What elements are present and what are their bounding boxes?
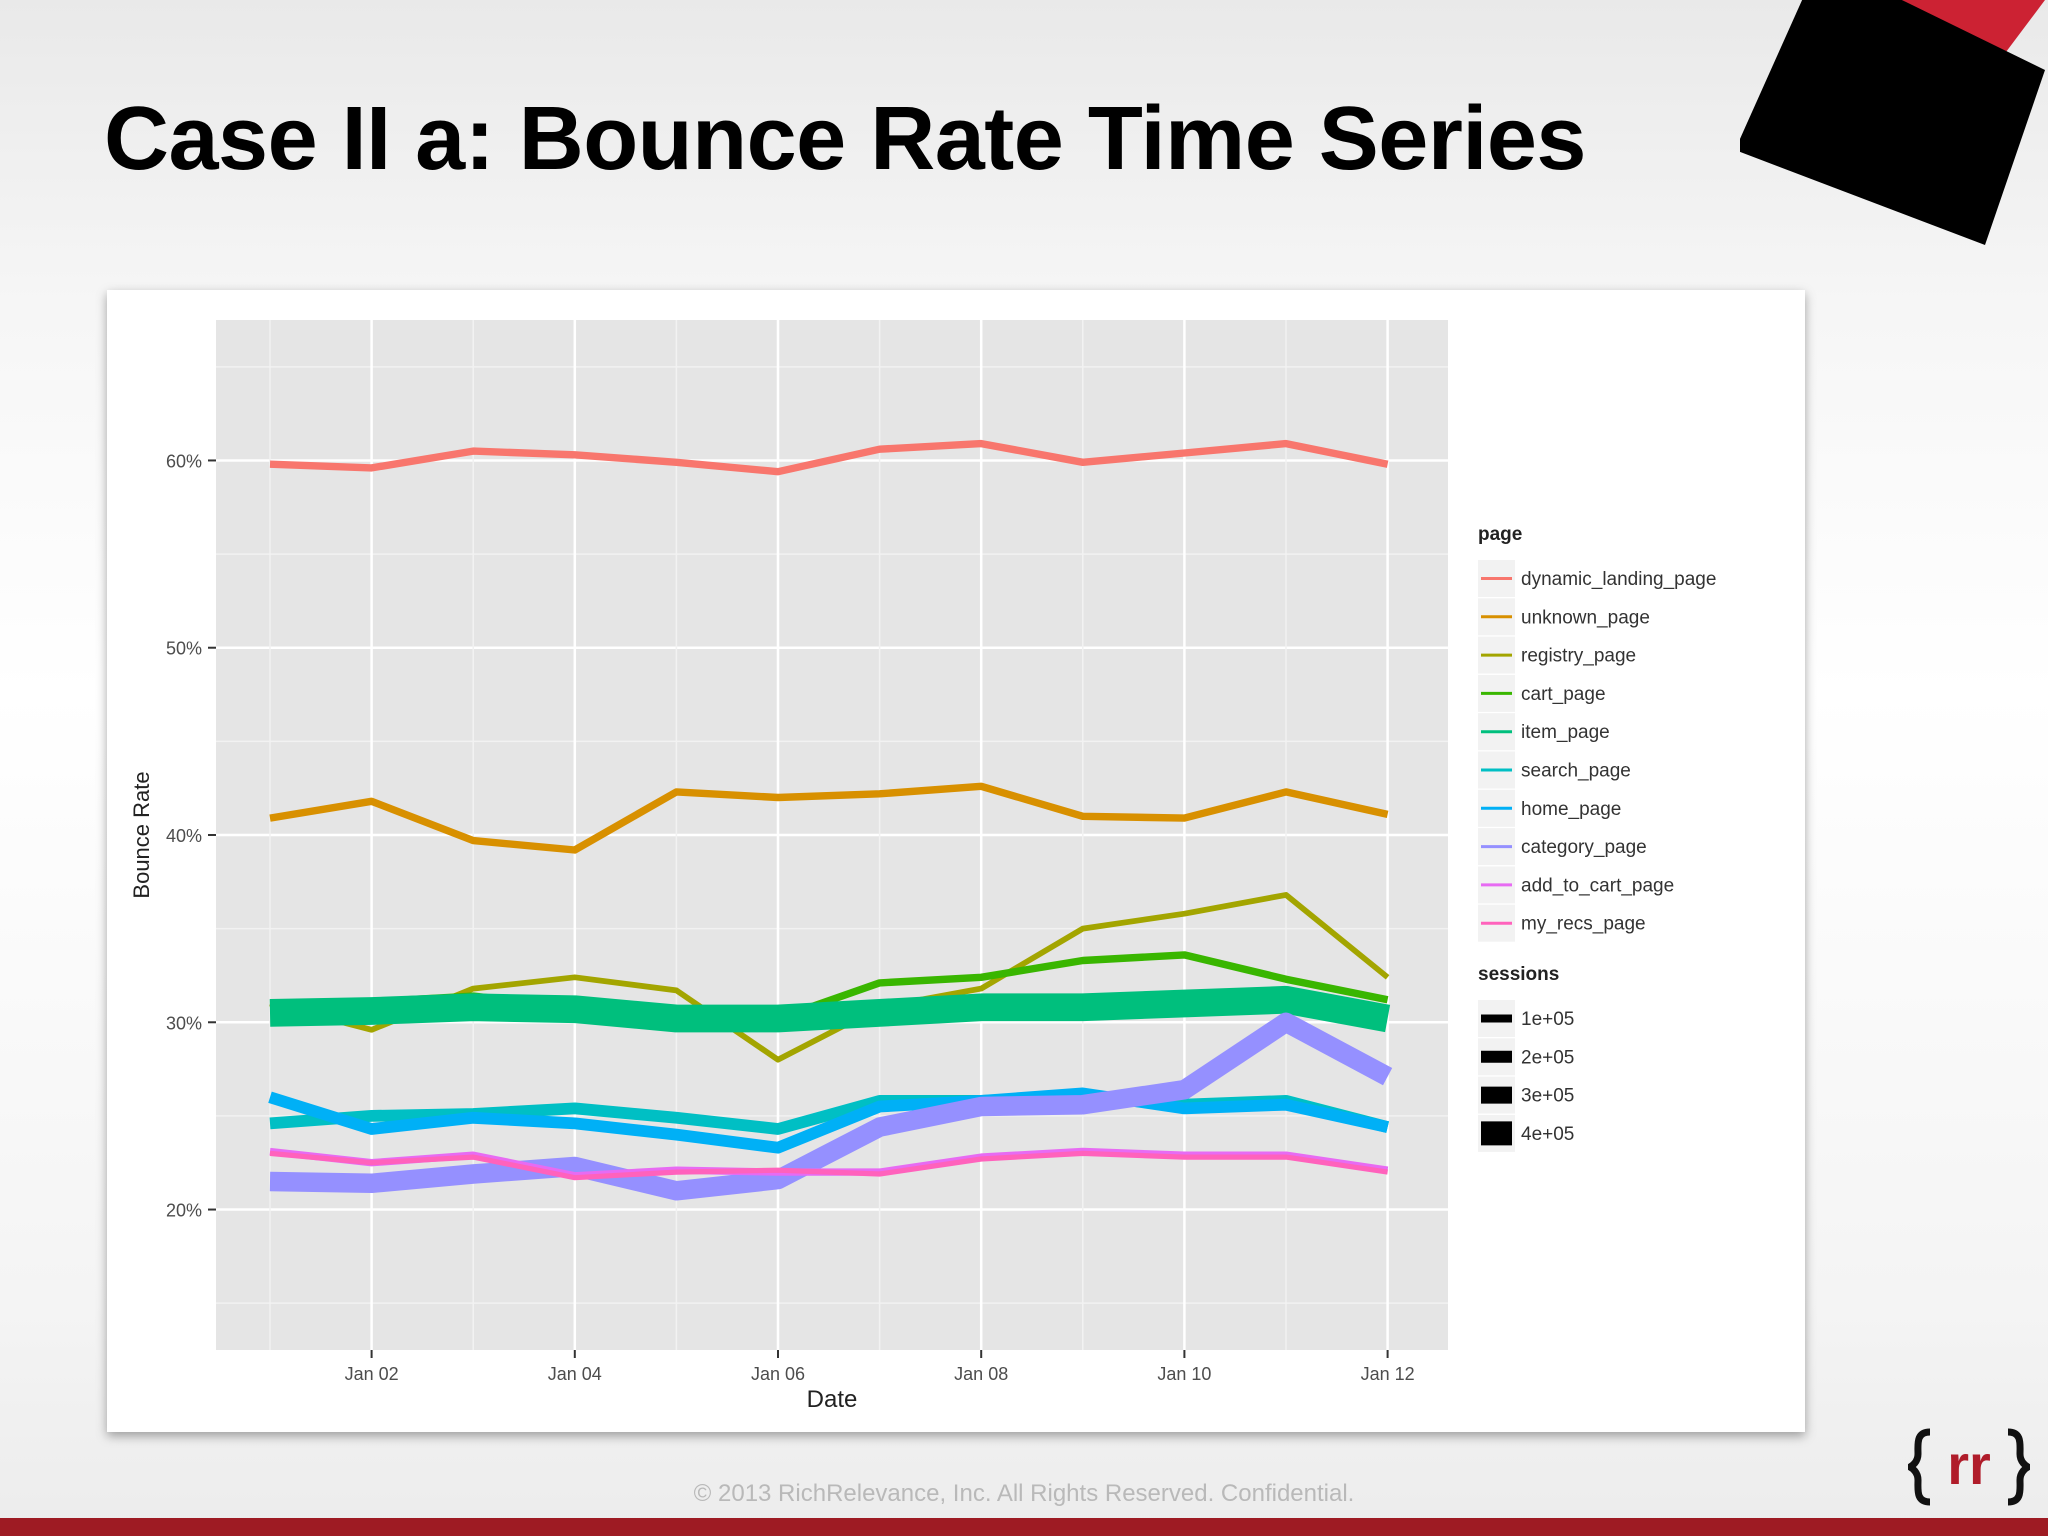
legend-size-label: 1e+05 xyxy=(1521,1009,1574,1030)
x-tick-label: Jan 06 xyxy=(751,1364,805,1384)
legend: page dynamic_landing_page unknown_pageregi… xyxy=(1478,524,1716,1152)
y-tick-label: 20% xyxy=(166,1201,202,1221)
legend-label-category_page: category_page xyxy=(1521,837,1647,858)
legend-label-add_to_cart_page: add_to_cart_page xyxy=(1521,875,1674,896)
series-line-item_page xyxy=(269,985,1391,1033)
legend-label-unknown_page: unknown_page xyxy=(1521,607,1650,628)
legend-label-registry_page: registry_page xyxy=(1521,646,1636,667)
legend-label-item_page: item_page xyxy=(1521,722,1610,743)
x-tick-label: Jan 08 xyxy=(954,1364,1008,1384)
y-tick-label: 40% xyxy=(166,826,202,846)
chart-panel: 20% 30% 40% 50% 60% Jan 02 Jan 04 Jan 06 Jan 08 J… xyxy=(107,290,1805,1432)
x-tick-label: Jan 02 xyxy=(345,1364,399,1384)
corner-folder-logo xyxy=(1740,0,2045,245)
legend-label-cart_page: cart_page xyxy=(1521,684,1606,705)
footer-copyright: © 2013 RichRelevance, Inc. All Rights Re… xyxy=(693,1480,1355,1507)
legend-label-dynamic_landing_page: dynamic_landing_page xyxy=(1521,569,1716,590)
y-tick-label: 30% xyxy=(166,1013,202,1033)
series-line-category_page xyxy=(269,1012,1393,1201)
legend-label-my_recs_page: my_recs_page xyxy=(1521,914,1646,935)
y-tick-label: 50% xyxy=(166,639,202,659)
y-tick-label: 60% xyxy=(166,451,202,471)
series-line-my_recs_page xyxy=(269,1150,1388,1181)
logo-text: rr xyxy=(1947,1433,1991,1496)
series-line-unknown_page xyxy=(269,782,1389,854)
series-line-home_page xyxy=(268,1087,1389,1154)
x-tick-label: Jan 10 xyxy=(1157,1364,1211,1384)
legend-size-label: 3e+05 xyxy=(1521,1086,1574,1107)
x-tick-label: Jan 04 xyxy=(548,1364,602,1384)
legend-label-search_page: search_page xyxy=(1521,761,1631,782)
bounce-rate-chart: 20% 30% 40% 50% 60% Jan 02 Jan 04 Jan 06 Jan 08 J… xyxy=(129,320,1716,1413)
richrelevance-logo: rr xyxy=(1908,1428,2030,1506)
legend-size-label: 2e+05 xyxy=(1521,1047,1574,1068)
grid-lines xyxy=(216,320,1448,1350)
series-lines xyxy=(268,439,1393,1201)
legend-title-sessions: sessions xyxy=(1478,964,1559,985)
x-tick-label: Jan 12 xyxy=(1361,1364,1415,1384)
x-axis-title: Date xyxy=(807,1386,858,1413)
y-axis-title: Bounce Rate xyxy=(129,771,154,898)
footer-bar xyxy=(0,1518,2048,1536)
series-line-dynamic_landing_page xyxy=(269,439,1389,476)
axes: 20% 30% 40% 50% 60% Jan 02 Jan 04 Jan 06 Jan 08 J… xyxy=(166,451,1415,1384)
legend-label-home_page: home_page xyxy=(1521,799,1621,820)
legend-size-label: 4e+05 xyxy=(1521,1124,1574,1145)
slide-title: Case II a: Bounce Rate Time Series xyxy=(104,89,1586,189)
legend-title-page: page xyxy=(1478,524,1522,545)
